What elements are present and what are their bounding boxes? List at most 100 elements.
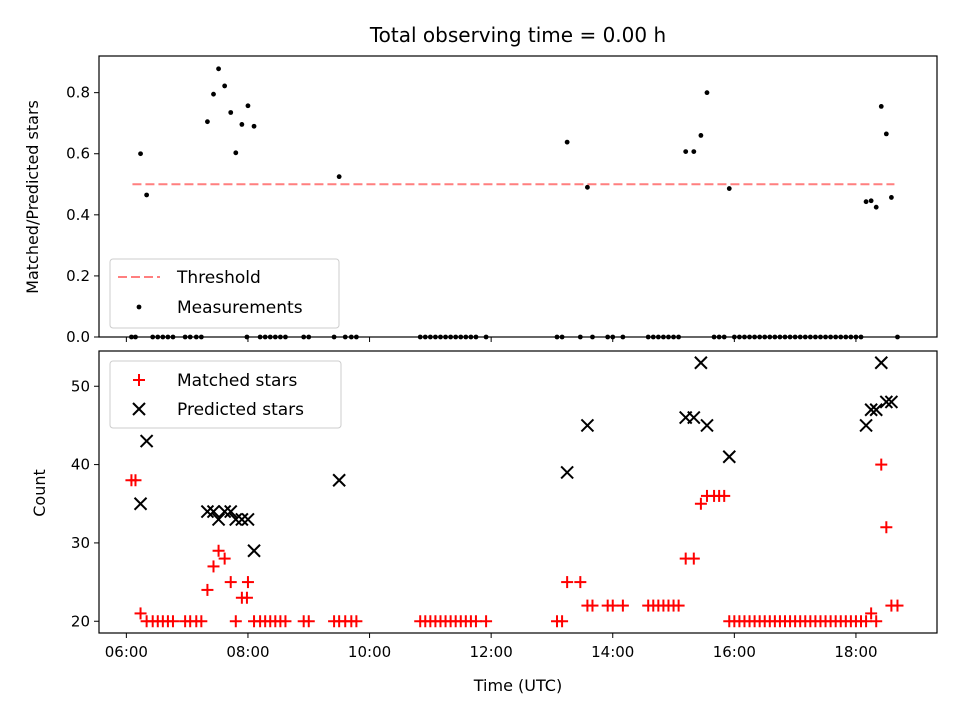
measurement-point: [228, 110, 234, 115]
measurement-point: [205, 119, 210, 125]
predicted-star-point: [332, 473, 346, 487]
predicted-legend-swatch: [132, 402, 146, 416]
top-y-ticks: 0.0 0.2 0.4 0.6 0.8: [66, 84, 99, 346]
matched-legend-label: Matched stars: [177, 371, 297, 391]
predicted-star-point: [217, 504, 232, 519]
predicted-star-point: [580, 418, 595, 433]
x-axis-label: Time (UTC): [473, 676, 562, 695]
measurement-point: [683, 149, 689, 155]
measurement-point: [698, 133, 704, 138]
matched-star-point: [480, 615, 493, 628]
y-tick-label: 40: [71, 456, 90, 474]
bottom-legend-box: [109, 360, 342, 429]
x-tick-label: 06:00: [105, 643, 148, 661]
matched-star-point: [875, 458, 888, 471]
predicted-star-point: [241, 512, 255, 527]
matched-star-point: [616, 599, 629, 612]
matched-star-point: [880, 521, 893, 534]
measurement-point: [585, 184, 590, 190]
matched-star-point: [891, 599, 904, 612]
matched-star-point: [302, 615, 315, 628]
measurement-point: [691, 149, 697, 155]
predicted-star-point: [884, 395, 899, 409]
matched-star-point: [687, 552, 700, 565]
x-tick-label: 08:00: [226, 643, 269, 661]
measurement-point: [216, 66, 221, 72]
matched-star-point: [561, 576, 574, 589]
matched-star-point: [224, 576, 237, 589]
matched-star-point: [134, 607, 147, 620]
top-x-ticks: [125, 337, 857, 342]
matched-star-point: [129, 474, 142, 487]
matched-legend-swatch: [133, 374, 145, 386]
x-tick-label: 16:00: [713, 643, 756, 661]
predicted-star-point: [206, 504, 221, 519]
matched-star-point: [870, 615, 883, 628]
measurement-point: [726, 186, 732, 191]
measurement-point: [564, 139, 570, 145]
top-legend-box: [109, 258, 340, 329]
x-tick-label: 14:00: [591, 643, 634, 661]
top-y-axis-label: Matched/Predicted stars: [23, 100, 42, 294]
matched-star-point: [586, 599, 599, 612]
measurement-point: [704, 90, 710, 96]
bottom-y-axis-label: Count: [30, 469, 49, 517]
top-legend: Threshold Measurements: [109, 258, 340, 329]
matched-star-point: [166, 615, 179, 628]
bottom-legend: Matched stars Predicted stars: [109, 360, 342, 429]
matched-star-point: [672, 599, 685, 612]
threshold-legend-label: Threshold: [176, 268, 261, 288]
bottom-y-ticks: 20 30 40 50: [71, 377, 99, 630]
measurement-point: [251, 123, 257, 129]
measurement-point: [211, 91, 216, 97]
matched-star-point: [212, 544, 225, 557]
predicted-star-point: [200, 504, 215, 519]
matched-star-point: [350, 615, 363, 628]
matched-star-point: [718, 489, 731, 502]
predicted-star-point: [247, 544, 261, 558]
x-tick-label: 10:00: [348, 643, 391, 661]
chart-title: Total observing time = 0.00 h: [369, 23, 666, 47]
y-tick-label: 0.0: [66, 328, 90, 346]
matched-star-point: [279, 615, 292, 628]
matched-star-point: [240, 591, 253, 604]
y-tick-label: 0.2: [66, 267, 90, 285]
y-tick-label: 30: [71, 534, 90, 552]
predicted-star-point: [687, 410, 701, 425]
predicted-star-point: [560, 465, 574, 480]
matched-star-point: [201, 583, 214, 596]
measurement-point: [889, 195, 894, 200]
predicted-star-point: [879, 395, 894, 409]
matched-star-point: [195, 615, 208, 628]
matched-star-point: [207, 560, 220, 573]
measurement-points: [129, 66, 900, 340]
predicted-star-point: [874, 356, 888, 370]
y-tick-label: 20: [71, 612, 90, 630]
y-tick-label: 50: [71, 377, 90, 395]
matched-star-point: [694, 497, 707, 510]
matched-star-point: [218, 552, 231, 565]
measurement-point: [336, 174, 342, 180]
measurement-point: [883, 131, 889, 137]
predicted-star-point: [133, 497, 148, 511]
predicted-star-point: [722, 450, 736, 464]
matched-star-point: [860, 615, 873, 628]
measurement-point: [233, 150, 239, 156]
y-tick-label: 0.8: [66, 84, 90, 102]
matched-star-point: [229, 615, 242, 628]
measurement-point: [863, 199, 869, 205]
predicted-legend-label: Predicted stars: [177, 400, 304, 420]
matched-star-point: [241, 576, 254, 589]
predicted-star-point: [859, 418, 873, 433]
measurement-point: [138, 151, 143, 157]
x-tick-label: 18:00: [834, 643, 877, 661]
measurement-point: [245, 103, 251, 109]
predicted-star-point: [235, 512, 249, 527]
count-points: [125, 356, 904, 628]
predicted-star-point: [869, 403, 883, 417]
measurement-point: [222, 83, 228, 89]
predicted-star-point: [139, 434, 154, 448]
measurement-point: [868, 198, 874, 204]
predicted-star-point: [700, 418, 714, 433]
